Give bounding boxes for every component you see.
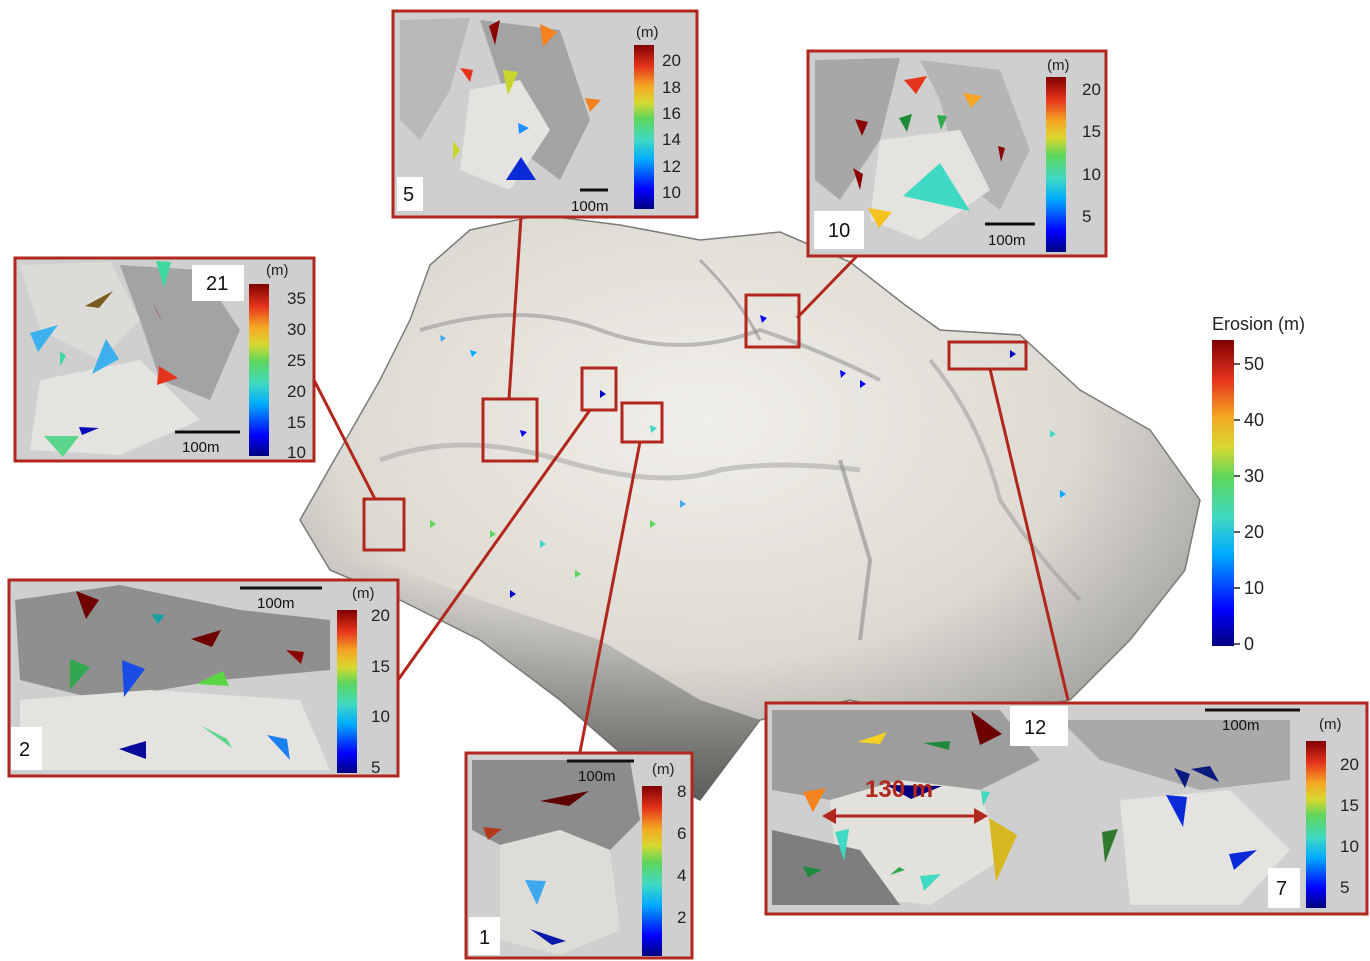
callout-box-1	[620, 401, 664, 444]
inset-5-tick: 10	[662, 183, 681, 202]
inset-5-scale-bar: 100m	[571, 198, 609, 215]
legend-tick: 20	[1244, 522, 1264, 542]
inset-7-tick: 5	[1340, 878, 1349, 897]
inset-21-tick: 10	[287, 443, 306, 462]
inset-5-tick: 18	[662, 78, 681, 97]
callout-line-10	[795, 253, 860, 320]
inset-21-tick: 25	[287, 351, 306, 370]
inset-1-tick: 8	[677, 782, 686, 801]
inset-7-tick: 15	[1340, 796, 1359, 815]
inset-10-tick: 20	[1082, 80, 1101, 99]
inset-5-tick: 12	[662, 157, 681, 176]
inset-2: (m) 20 15 10 5 2 100m	[7, 578, 400, 778]
inset-5: (m) 20 18 16 14 12 10 5 100m	[391, 9, 699, 219]
inset-10-tick: 5	[1082, 207, 1091, 226]
legend-tick: 10	[1244, 578, 1264, 598]
inset-21-unit: (m)	[266, 262, 289, 279]
inset-21-tick: 35	[287, 289, 306, 308]
inset-10: (m) 20 15 10 5 10 100m	[806, 49, 1108, 258]
inset-2-label: 2	[19, 739, 30, 761]
callout-box-21	[362, 497, 406, 552]
inset-7-tick: 20	[1340, 755, 1359, 774]
callout-box-10	[744, 293, 801, 349]
inset-1: (m) 8 6 4 2 1 100m	[464, 751, 694, 960]
inset-2-unit: (m)	[352, 585, 375, 602]
inset-1-unit: (m)	[652, 761, 675, 778]
inset-7-measurement: 130 m	[865, 776, 933, 803]
inset-1-label: 1	[479, 927, 490, 949]
inset-10-scale-bar: 100m	[988, 232, 1026, 249]
inset-2-tick: 10	[371, 707, 390, 726]
legend-tick: 40	[1244, 410, 1264, 430]
inset-21-label: 21	[206, 273, 228, 295]
inset-1-tick: 2	[677, 908, 686, 927]
inset-21-scale-bar: 100m	[182, 439, 220, 456]
legend-tick: 30	[1244, 466, 1264, 486]
callout-line-5	[507, 216, 523, 400]
inset-1-tick: 4	[677, 866, 686, 885]
inset-10-unit: (m)	[1047, 57, 1070, 74]
inset-1-scale-bar: 100m	[578, 768, 616, 785]
inset-21-tick: 20	[287, 382, 306, 401]
inset-2-tick: 15	[371, 657, 390, 676]
inset-10-tick: 10	[1082, 165, 1101, 184]
inset-21: (m) 35 30 25 20 15 10 21 100m	[13, 256, 316, 463]
inset-5-tick: 20	[662, 51, 681, 70]
callout-line-7	[988, 368, 1070, 701]
inset-5-tick: 14	[662, 130, 681, 149]
inset-10-label: 10	[828, 220, 850, 242]
legend-tick: 50	[1244, 354, 1264, 374]
inset-21-tick: 30	[287, 320, 306, 339]
comet-nucleus	[299, 214, 1201, 801]
inset-1-tick: 6	[677, 824, 686, 843]
inset-5-unit: (m)	[636, 24, 659, 41]
inset-2-tick: 20	[371, 606, 390, 625]
legend-title: Erosion (m)	[1212, 314, 1305, 334]
inset-2-scale-bar: 100m	[257, 595, 295, 612]
inset-7-scale-bar: 100m	[1222, 717, 1260, 734]
inset-7-label: 7	[1276, 878, 1287, 900]
callout-line-21	[312, 379, 377, 500]
inset-12-label: 12	[1024, 717, 1046, 739]
inset-7-unit: (m)	[1319, 716, 1342, 733]
inset-7-tick: 10	[1340, 837, 1359, 856]
legend-tick: 0	[1244, 634, 1254, 654]
inset-5-tick: 16	[662, 104, 681, 123]
erosion-legend: Erosion (m) 50 40 30 20 10 0	[1212, 314, 1305, 654]
inset-5-label: 5	[403, 184, 414, 206]
inset-2-tick: 5	[371, 758, 380, 777]
inset-21-tick: 15	[287, 413, 306, 432]
callout-box-7	[947, 340, 1028, 371]
inset-10-tick: 15	[1082, 122, 1101, 141]
callout-box-2	[580, 366, 618, 412]
callout-line-1	[578, 441, 642, 753]
callout-line-2	[396, 409, 592, 681]
inset-7: 130 m (m) 20 15 10 5 12 7 100m	[764, 701, 1369, 916]
